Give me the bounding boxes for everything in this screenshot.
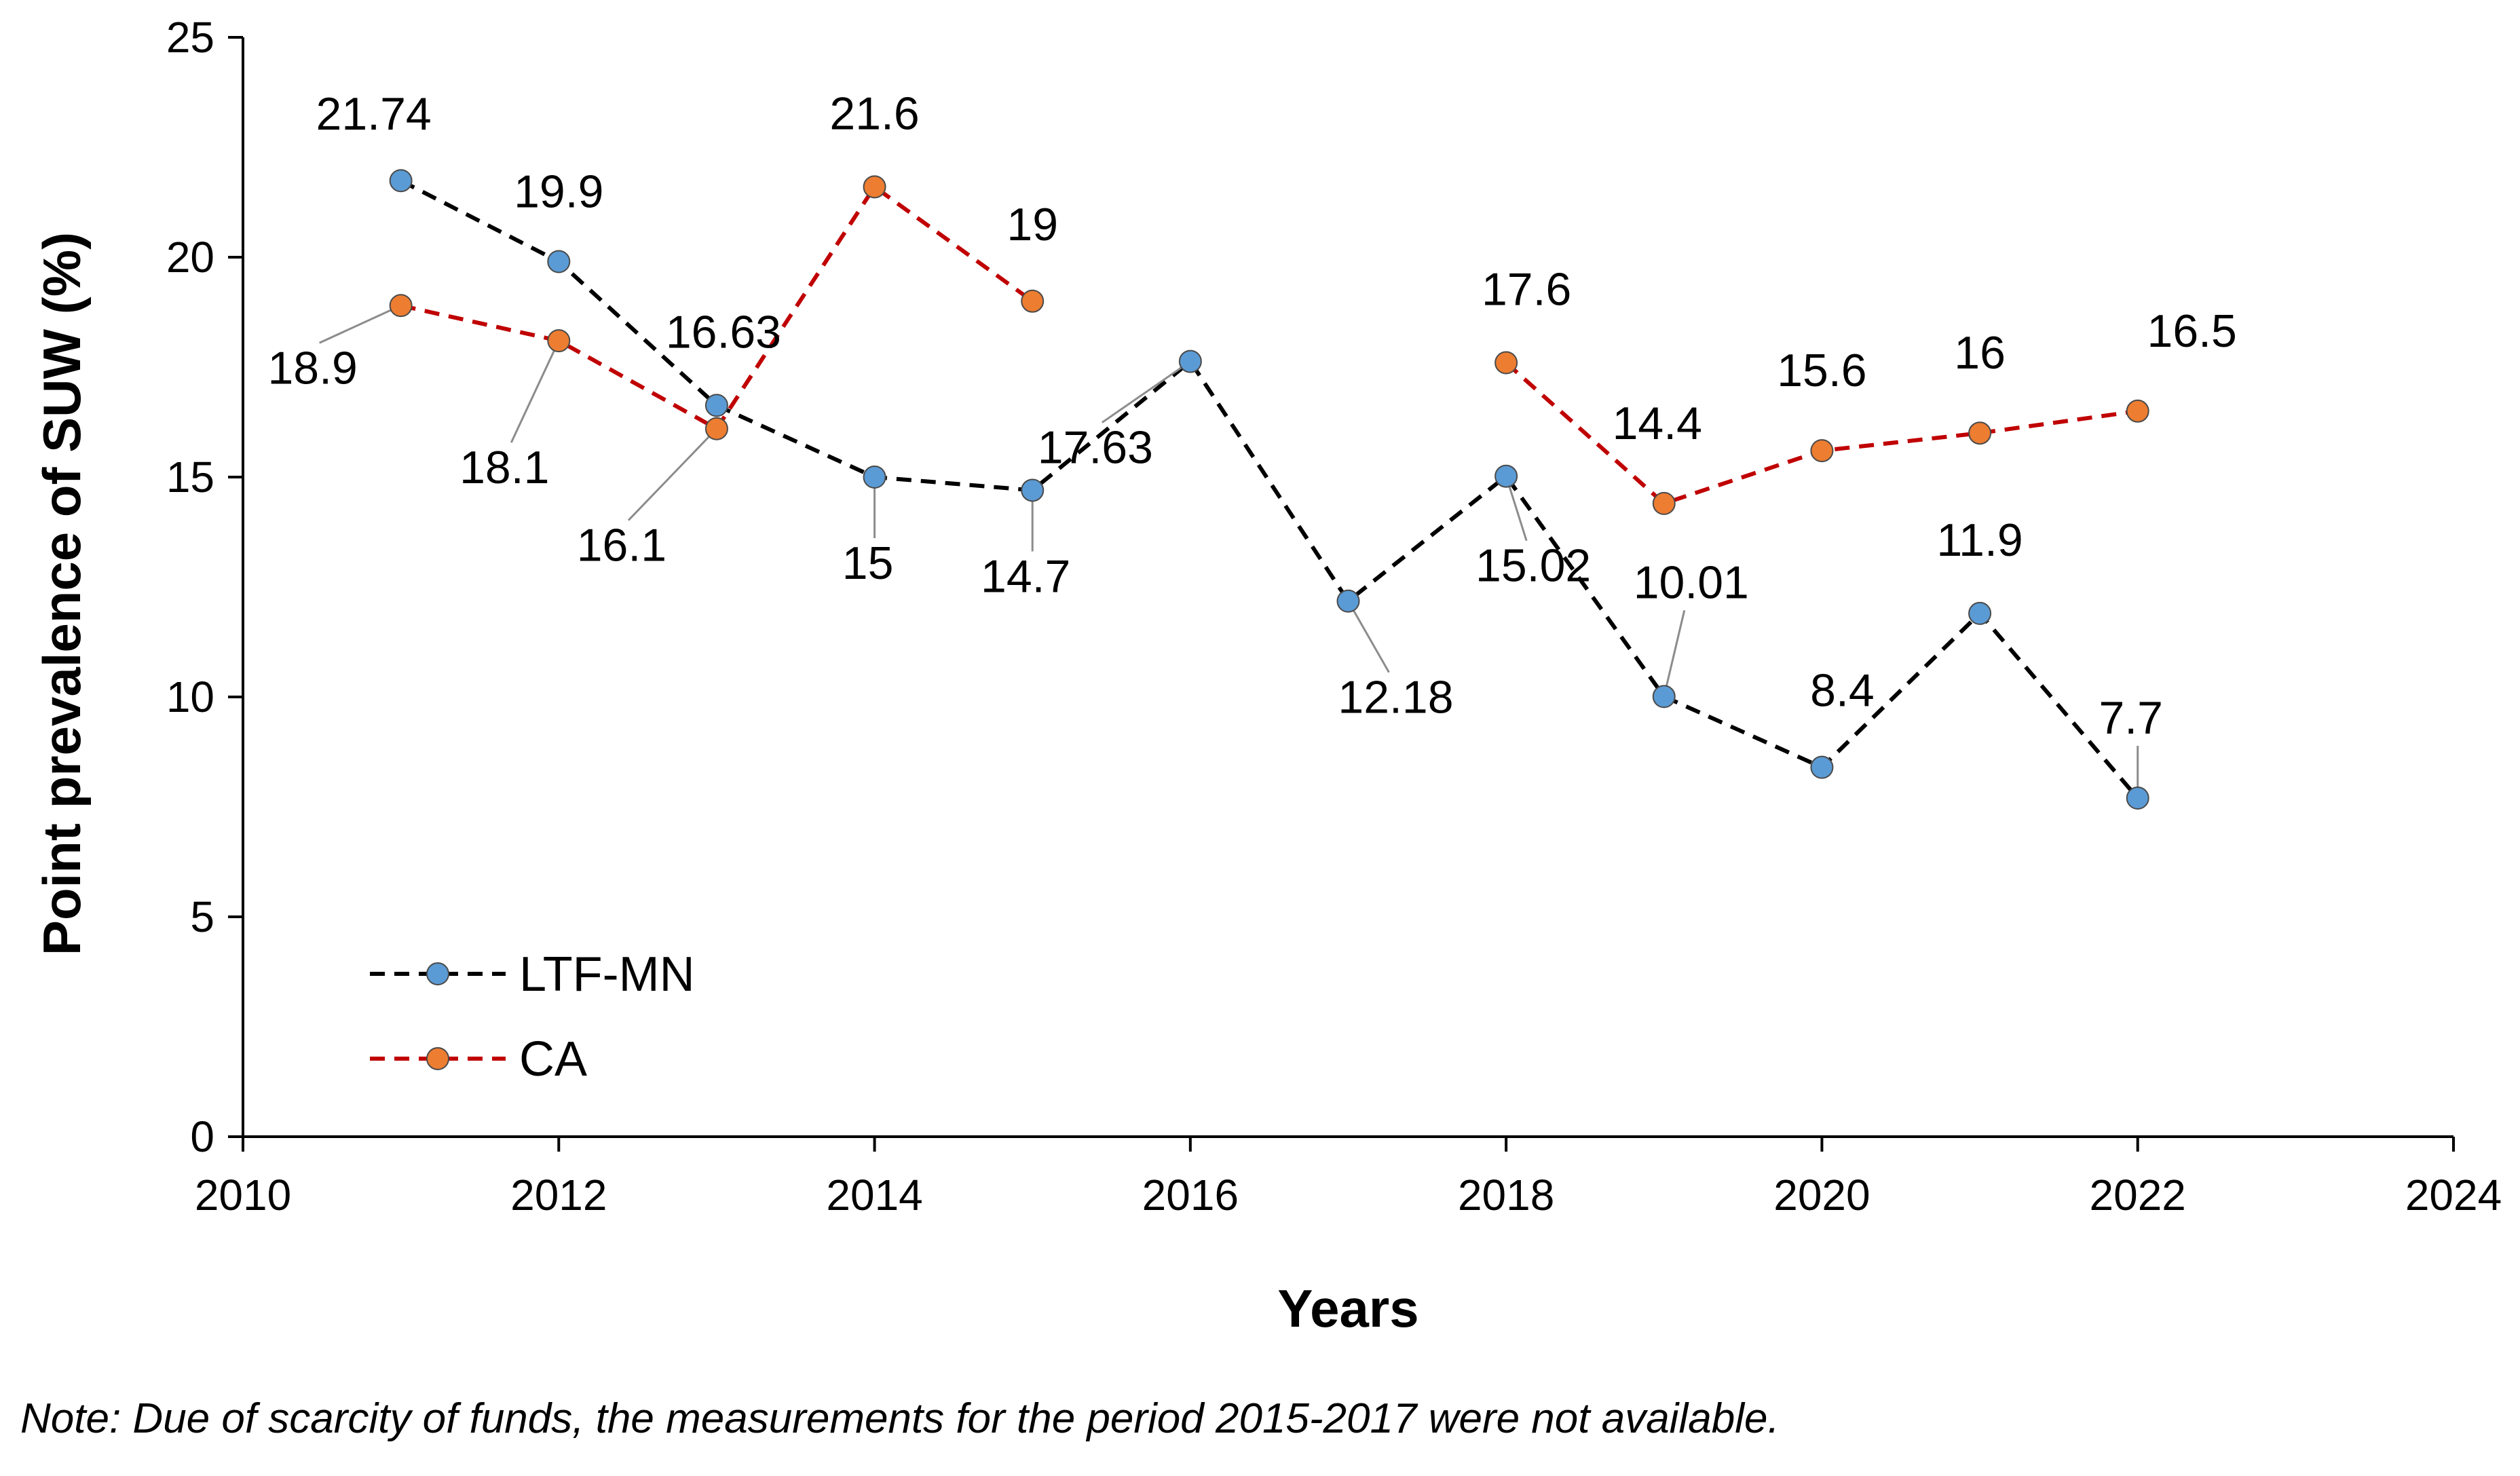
data-label-ltf-mn: 17.63 xyxy=(1038,422,1153,474)
data-point-ltf-mn xyxy=(1810,755,1834,779)
data-point-ca xyxy=(1968,421,1992,445)
data-point-ltf-mn xyxy=(704,394,728,417)
legend: LTF-MN CA xyxy=(370,947,695,1086)
leader-line xyxy=(510,340,560,443)
y-tick-label: 10 xyxy=(166,673,214,721)
data-label-ca: 16.5 xyxy=(2147,305,2237,357)
data-label-ltf-mn: 11.9 xyxy=(1936,514,2023,566)
leader-line xyxy=(1663,610,1686,697)
data-label-ltf-mn: 15 xyxy=(842,537,894,589)
x-tick-label: 2010 xyxy=(195,1171,291,1219)
leader-line xyxy=(627,428,718,521)
data-label-ca: 18.9 xyxy=(267,342,357,394)
data-point-ca xyxy=(704,417,728,440)
data-label-ca: 18.1 xyxy=(459,442,549,493)
data-point-ca xyxy=(1810,439,1834,463)
y-tick-label: 25 xyxy=(166,13,214,62)
x-tick-label: 2020 xyxy=(1773,1171,1870,1219)
data-point-ca xyxy=(1494,351,1518,375)
x-tick-label: 2018 xyxy=(1458,1171,1554,1219)
legend-marker-ca xyxy=(426,1047,449,1070)
data-label-ltf-mn: 12.18 xyxy=(1338,672,1453,723)
data-point-ltf-mn xyxy=(2126,787,2149,810)
data-point-ltf-mn xyxy=(863,466,886,489)
data-label-ca: 14.4 xyxy=(1613,398,1702,449)
x-tick-label: 2024 xyxy=(2405,1171,2502,1219)
x-tick-label: 2014 xyxy=(826,1171,922,1219)
data-label-ca: 16 xyxy=(1954,327,2006,379)
data-point-ltf-mn xyxy=(1336,589,1360,613)
data-point-ca xyxy=(389,294,413,318)
data-label-ca: 21.6 xyxy=(829,88,919,139)
legend-label-ca: CA xyxy=(519,1032,587,1086)
data-labels: 21.74 19.9 16.63 15 14.7 17.63 12.18 15.02 10.01… xyxy=(267,88,2236,744)
y-tick-label: 5 xyxy=(190,892,214,941)
data-label-ca: 19 xyxy=(1007,199,1058,250)
series-line-ltf-mn xyxy=(400,178,2139,799)
label-leader-lines xyxy=(319,304,2139,799)
y-tick-label: 20 xyxy=(166,233,214,282)
data-label-ltf-mn: 16.63 xyxy=(666,306,781,358)
data-point-ltf-mn xyxy=(1652,685,1676,708)
data-point-ca xyxy=(863,175,886,199)
legend-label-ltf-mn: LTF-MN xyxy=(519,947,695,1002)
data-label-ltf-mn: 19.9 xyxy=(514,166,603,217)
footnote: Note: Due of scarcity of funds, the meas… xyxy=(20,1395,1780,1442)
data-point-ca xyxy=(547,329,571,353)
data-point-ltf-mn xyxy=(1021,478,1045,502)
data-label-ltf-mn: 7.7 xyxy=(2099,692,2163,744)
x-tick-label: 2012 xyxy=(510,1171,607,1219)
x-axis-title: Years xyxy=(1277,1279,1418,1338)
x-tick-label: 2016 xyxy=(1142,1171,1239,1219)
leader-line xyxy=(319,304,402,344)
leader-line xyxy=(1102,360,1191,423)
data-point-ltf-mn xyxy=(1494,464,1518,488)
data-label-ca: 17.6 xyxy=(1482,264,1571,316)
data-label-ca: 16.1 xyxy=(577,520,666,571)
data-point-ltf-mn xyxy=(547,250,571,273)
series-lines xyxy=(400,178,2139,799)
data-label-ltf-mn: 8.4 xyxy=(1810,665,1875,717)
data-label-ca: 15.6 xyxy=(1777,345,1866,396)
legend-marker-ltf-mn xyxy=(426,962,449,985)
data-point-ca xyxy=(1021,289,1045,313)
chart-axes xyxy=(242,37,2453,1138)
data-label-ltf-mn: 10.01 xyxy=(1634,556,1749,608)
series-markers xyxy=(389,169,2149,810)
axis-ticks: 0 5 10 15 20 25 2010 2012 2014 2016 2018 2020 2022 20… xyxy=(166,13,2502,1219)
y-tick-label: 15 xyxy=(166,453,214,502)
leader-line xyxy=(1347,600,1390,673)
data-point-ca xyxy=(2126,399,2149,423)
data-point-ca xyxy=(1652,491,1676,515)
data-label-ltf-mn: 15.02 xyxy=(1475,540,1591,592)
data-label-ltf-mn: 21.74 xyxy=(316,88,432,140)
data-point-ltf-mn xyxy=(1968,601,1992,625)
y-tick-label: 0 xyxy=(190,1112,214,1161)
data-label-ltf-mn: 14.7 xyxy=(981,550,1070,602)
y-axis-title: Point prevalence of SUW (%) xyxy=(32,232,92,955)
x-tick-label: 2022 xyxy=(2090,1171,2186,1219)
data-point-ltf-mn xyxy=(1178,349,1202,373)
data-point-ltf-mn xyxy=(389,169,413,193)
